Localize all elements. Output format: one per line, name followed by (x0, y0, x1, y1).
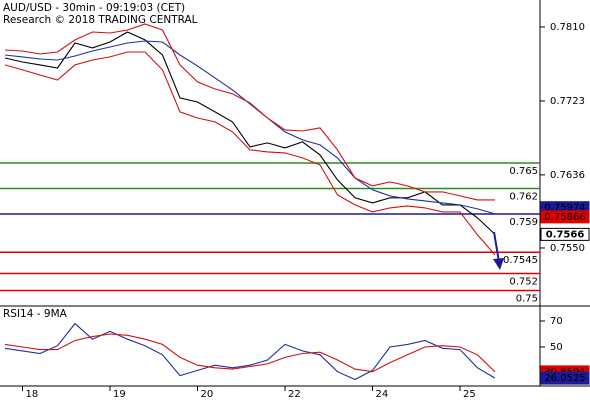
value-box-label: 26.0525 (544, 373, 585, 384)
y-tick-label: 0.7550 (550, 243, 585, 254)
forecast-arrow (493, 231, 504, 270)
level-label: 0.762 (509, 191, 538, 202)
x-tick-label: 24 (376, 389, 389, 400)
y-tick-label: 50 (550, 342, 563, 353)
level-label: 0.7545 (503, 255, 538, 266)
series-line (4, 40, 496, 215)
x-tick-label: 22 (288, 389, 301, 400)
level-label: 0.752 (509, 276, 538, 287)
series-line (4, 333, 496, 373)
x-tick-label: 25 (463, 389, 476, 400)
level-label: 0.759 (509, 217, 538, 228)
level-label: 0.75 (516, 293, 538, 304)
series-line (4, 51, 496, 256)
x-tick-label: 19 (113, 389, 126, 400)
value-box-label: 0.75866 (544, 212, 585, 223)
rsi-title: RSI14 - 9MA (3, 308, 68, 320)
chart-subtitle: Research © 2018 TRADING CENTRAL (3, 14, 198, 26)
x-tick-label: 20 (201, 389, 214, 400)
arrow-shaft (493, 231, 500, 263)
y-tick-label: 0.7723 (550, 96, 585, 107)
series-line (4, 322, 496, 381)
chart-title: AUD/USD - 30min - 09:19:03 (CET) (3, 2, 185, 14)
arrow-head (493, 258, 504, 270)
value-box (540, 210, 590, 224)
value-box-label: 0.7566 (546, 229, 585, 240)
value-box (540, 371, 590, 385)
y-tick-label: 70 (550, 316, 563, 327)
level-label: 0.765 (509, 166, 538, 177)
x-tick-label: 18 (26, 389, 39, 400)
value-box-label: 0.75974 (544, 203, 585, 214)
series-line (4, 31, 496, 235)
series-line (4, 23, 495, 201)
value-box (540, 227, 590, 241)
y-tick-label: 0.7810 (550, 22, 585, 33)
y-tick-label: 0.7636 (550, 170, 585, 181)
